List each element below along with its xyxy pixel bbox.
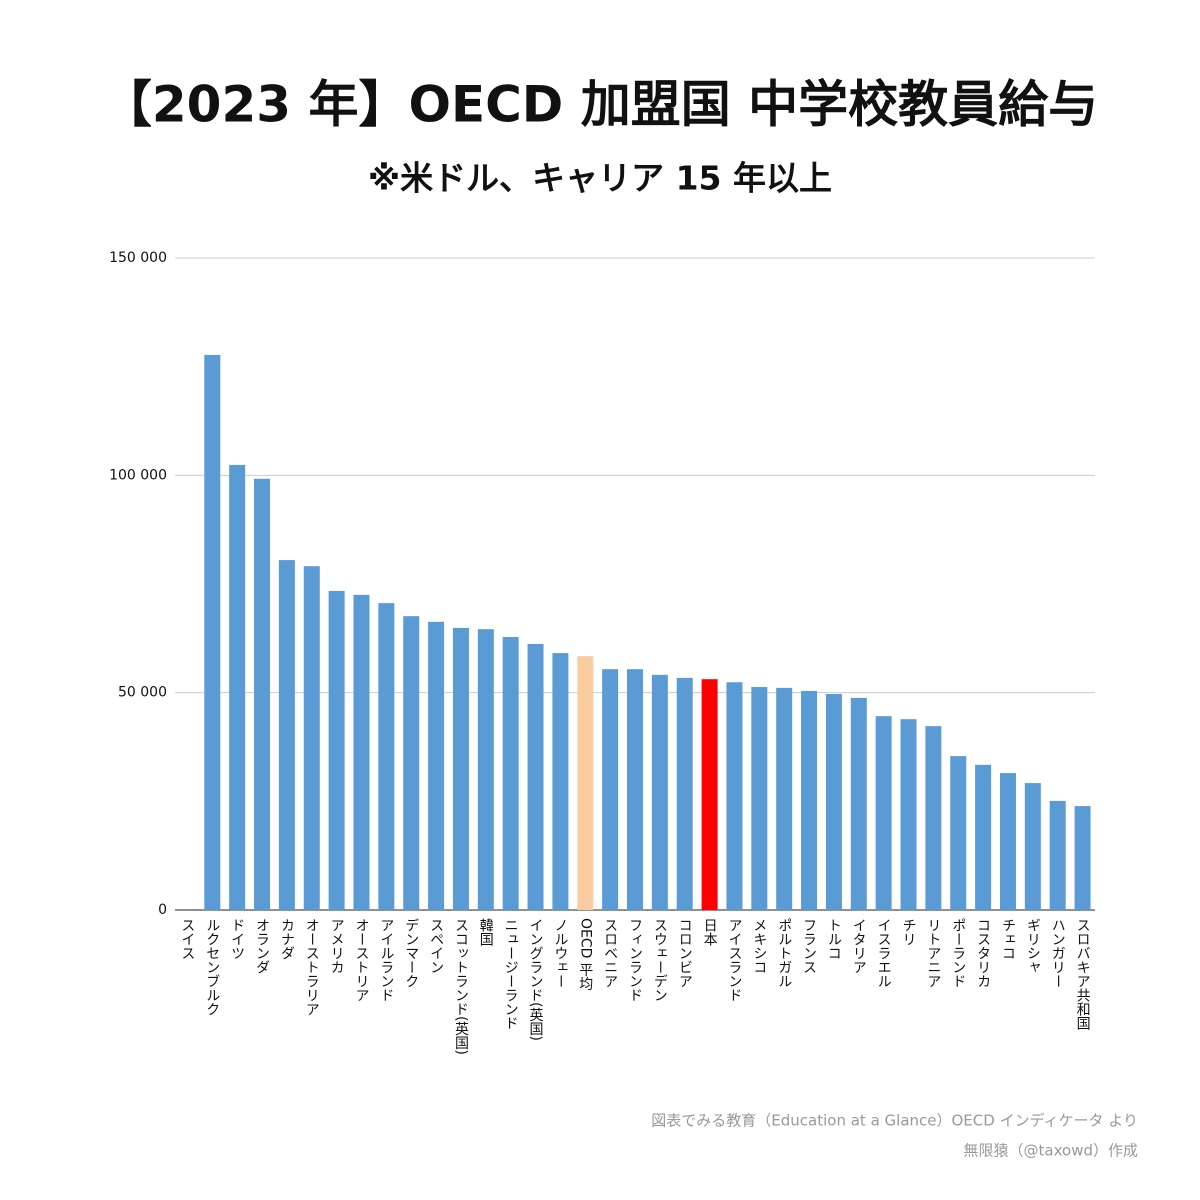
source: 図表でみる教育（Education at a Glance）OECD インディケ… [651,1112,1138,1130]
bar [452,627,469,910]
bar [502,637,519,910]
x-tick-label: ドイツ [229,918,245,960]
bar [254,478,271,910]
bar [428,621,445,910]
x-tick-label: ノルウェー [552,918,568,988]
y-tick-label: 150 000 [109,250,167,266]
x-tick-label: アイルランド [378,918,394,1002]
bar [900,719,917,910]
x-tick-label: ギリシャ [1025,918,1041,974]
x-tick-label: フランス [801,918,817,974]
bar [527,643,544,910]
y-tick-label: 0 [158,902,167,918]
bar [701,679,718,910]
bar [403,616,420,910]
bar [278,560,295,910]
x-tick-label: メキシコ [751,918,767,974]
bar [627,669,643,910]
bar [999,773,1016,910]
x-tick-label: アメリカ [329,918,345,974]
x-tick-label: ハンガリー [1050,918,1066,988]
bar [925,726,942,910]
bar [378,603,395,910]
x-tick-label: チリ [901,918,917,946]
bar [602,669,619,910]
x-tick-label: デンマーク [403,918,419,988]
x-tick-label: ルクセンブルク [204,918,220,1016]
x-tick-label: フィンランド [627,918,643,1002]
x-tick-label: イングランド(英国) [528,918,544,1041]
bar [801,690,818,910]
x-tick-label: オーストリア [353,918,369,1002]
bar [875,716,892,910]
x-tick-label: スコットランド(英国) [453,918,469,1055]
bar [353,594,370,910]
bar [825,693,842,910]
x-tick-label: イスラエル [876,918,892,988]
x-tick-label: カナダ [279,918,295,960]
x-tick-label: トルコ [826,918,842,960]
bar [850,697,867,910]
x-tick-label: ニュージーランド [503,918,519,1030]
y-tick-label: 100 000 [109,467,167,483]
x-tick-label: チェコ [1000,918,1016,960]
x-tick-label: スロベニア [602,918,618,988]
x-tick-label: スペイン [428,918,444,974]
chart-title: 【2023 年】OECD 加盟国 中学校教員給与 [102,76,1098,134]
x-tick-label: アイスランド [726,918,742,1002]
x-tick-label: ポーランド [950,918,966,988]
bar [477,629,494,910]
x-tick-label: コロンビア [677,918,693,988]
credit: 無限猿（@taxowd）作成 [964,1142,1138,1160]
bar [651,674,668,910]
chart-subtitle: ※米ドル、キャリア 15 年以上 [368,159,832,198]
bar [552,653,569,910]
bar [204,354,221,910]
x-tick-label: オーストラリア [304,918,320,1016]
bar [726,682,743,910]
bar [303,566,320,910]
x-tick-label: 日本 [702,918,718,946]
x-tick-label: 韓国 [478,918,494,946]
bar [1049,800,1066,910]
bar [229,464,246,910]
y-tick-label: 50 000 [118,685,167,701]
bar [751,687,768,910]
bar [328,590,345,910]
x-tick-label: OECD 平均 [577,918,593,991]
bar [776,687,793,910]
x-tick-label: スウェーデン [652,918,668,1002]
bar [1024,783,1041,910]
x-tick-label: スロバキア共和国 [1075,918,1091,1030]
bar [676,677,693,910]
bar [950,756,967,910]
x-tick-label: スイス [179,918,195,960]
x-tick-label: オランダ [254,918,270,974]
x-tick-label: ポルトガル [776,918,792,988]
bar [577,656,594,910]
bar [975,764,992,910]
x-tick-label: コスタリカ [975,918,991,988]
bar [1074,806,1091,910]
x-tick-label: イタリア [851,918,867,974]
x-tick-label: リトアニア [925,918,941,988]
